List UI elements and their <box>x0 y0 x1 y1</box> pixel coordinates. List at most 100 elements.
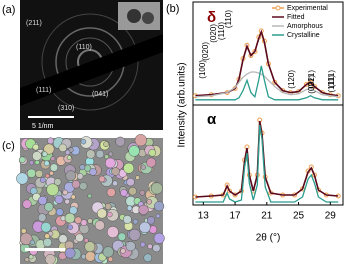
series-line <box>195 71 339 98</box>
sem-particle <box>86 149 96 159</box>
sem-particle <box>147 243 153 250</box>
sem-particle <box>106 226 119 239</box>
sem-particle <box>44 233 50 239</box>
sem-particle <box>146 199 153 205</box>
sem-particle <box>66 155 72 160</box>
sem-particle <box>16 172 29 185</box>
sem-particle <box>64 149 71 156</box>
sem-particle <box>55 208 64 216</box>
sem-particle <box>80 219 88 227</box>
hkl-label: (110) <box>224 10 233 28</box>
sem-particle <box>103 141 109 148</box>
sem-particle <box>83 238 89 243</box>
sem-particle <box>44 254 56 264</box>
hkl-label: (111) <box>327 75 336 93</box>
sem-particle <box>64 247 76 259</box>
sem-particle <box>104 203 112 210</box>
sem-particle <box>46 183 59 196</box>
sem-particle <box>37 213 47 222</box>
sem-particle <box>54 195 64 204</box>
sem-particle <box>117 232 127 241</box>
sem-particle <box>47 137 54 145</box>
sem-particle <box>67 224 74 230</box>
sem-particle <box>42 237 52 247</box>
sem-particle <box>65 170 77 182</box>
sem-particle <box>128 228 141 241</box>
sem-particle <box>107 256 114 262</box>
sem-particle <box>85 251 96 262</box>
spot-label: (310) <box>58 105 74 112</box>
hkl-label: (110) <box>217 22 226 40</box>
sem-particle <box>26 168 37 178</box>
sem-particle <box>80 138 87 145</box>
sem-particle <box>128 145 140 157</box>
panel-label: (c) <box>2 140 15 152</box>
sem-particle <box>132 218 139 225</box>
sem-particle <box>128 187 137 196</box>
sem-particle <box>24 257 30 263</box>
sem-particle <box>87 218 93 224</box>
sem-particle <box>79 164 86 171</box>
sem-particle <box>18 156 26 164</box>
legend-label: Fitted <box>287 14 305 21</box>
sem-particle <box>40 222 52 233</box>
legend-label: Crystalline <box>287 32 320 39</box>
sem-particle <box>84 241 96 253</box>
sem-particle <box>111 167 120 176</box>
sem-particle <box>64 212 76 224</box>
sem-particle <box>41 151 48 157</box>
panel-label: (b) <box>166 3 179 15</box>
phase-label: α <box>207 111 217 128</box>
sem-particle <box>115 136 126 147</box>
sem-particle <box>71 180 81 189</box>
hkl-label: (120) <box>287 70 296 89</box>
sem-particle <box>49 170 54 176</box>
sem-particle <box>62 189 68 196</box>
sem-particle <box>143 253 153 263</box>
sem-particle <box>96 208 107 219</box>
sem-particle <box>138 204 149 215</box>
sem-particle <box>112 180 118 187</box>
series-line <box>195 124 339 203</box>
scale-text: 5 1/nm <box>32 123 54 130</box>
sem-particle <box>153 232 165 244</box>
sem-particle <box>84 164 92 172</box>
sem-particle <box>126 177 135 187</box>
sem-particle <box>122 215 132 224</box>
sem-particle <box>106 187 116 197</box>
sem-particle <box>150 182 163 195</box>
spot-label: (110) <box>76 44 92 51</box>
sem-particle <box>126 205 133 211</box>
sem-particle <box>87 193 92 199</box>
sem-particle <box>76 173 84 180</box>
sem-particle <box>139 221 151 234</box>
sem-particle <box>28 254 34 260</box>
spot-label: (111) <box>36 87 51 94</box>
hkl-label: (111) <box>327 70 336 88</box>
sem-particle <box>123 162 135 174</box>
sem-particle <box>134 134 147 147</box>
y-axis-label: Intensity (arb.units) <box>177 62 188 147</box>
sem-particle <box>29 239 35 245</box>
x-tick-label: 21 <box>261 211 273 222</box>
hkl-label: (021) <box>307 75 316 94</box>
series-line <box>195 29 339 97</box>
sem-particle <box>49 163 59 172</box>
sem-particle <box>139 189 146 196</box>
sem-particle <box>98 175 106 183</box>
legend-label: Experimental <box>287 5 328 12</box>
sem-particle <box>94 220 105 231</box>
sem-particle <box>45 173 50 179</box>
sem-particle <box>152 244 161 253</box>
hkl-label: (020) <box>201 42 210 61</box>
sem-particle <box>140 241 146 248</box>
sem-particle <box>104 154 110 160</box>
sem-particle <box>155 213 161 219</box>
sem-particles <box>16 134 165 264</box>
sem-particle <box>53 178 62 186</box>
hkl-label: (100) <box>198 60 207 79</box>
sem-particle <box>89 168 97 176</box>
sem-particle <box>146 157 157 168</box>
x-tick-label: 29 <box>325 211 337 222</box>
